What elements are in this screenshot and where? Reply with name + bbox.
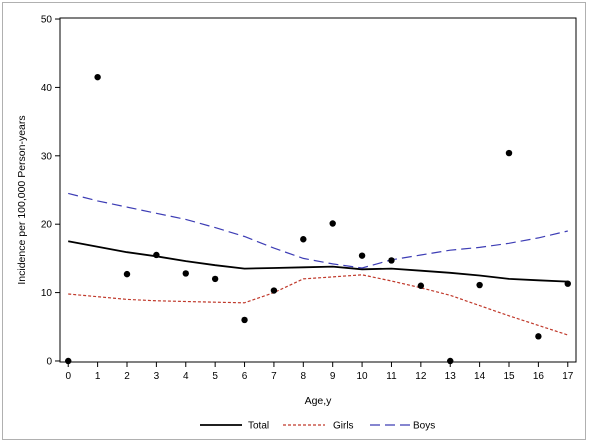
- plot-area-border: [59, 17, 577, 363]
- x-tick-label: 9: [330, 371, 336, 382]
- legend: Total Girls Boys: [200, 421, 435, 432]
- legend-label-girls: Girls: [333, 421, 354, 432]
- data-point: [476, 281, 483, 289]
- data-point: [505, 149, 513, 157]
- x-tick-label: 17: [562, 371, 574, 382]
- x-tick-label: 16: [533, 371, 545, 382]
- x-axis-title: Age,y: [305, 395, 333, 407]
- x-tick-label: 6: [242, 371, 248, 382]
- data-point: [123, 270, 131, 278]
- data-point: [65, 357, 72, 365]
- x-tick-label: 13: [445, 371, 457, 382]
- data-point: [182, 270, 189, 277]
- data-point: [535, 333, 542, 340]
- data-point: [417, 282, 425, 289]
- y-tick-label: 20: [41, 220, 53, 231]
- series-line-total: [68, 240, 568, 283]
- data-point: [329, 220, 336, 227]
- data-point: [211, 275, 219, 283]
- x-tick-label: 2: [124, 371, 130, 382]
- y-tick-label: 40: [41, 83, 53, 94]
- y-tick-label: 10: [41, 288, 53, 299]
- y-tick-label: 0: [46, 356, 52, 367]
- data-point: [447, 357, 454, 365]
- x-tick-label: 11: [386, 371, 397, 382]
- points-layer: [65, 73, 571, 365]
- data-point: [358, 252, 366, 259]
- x-tick-label: 15: [503, 371, 515, 382]
- data-point: [300, 236, 307, 243]
- x-tick-label: 7: [271, 371, 277, 382]
- x-tick-label: 1: [95, 371, 101, 382]
- y-tick-label: 50: [41, 15, 53, 26]
- data-point: [564, 280, 571, 287]
- x-tick-label: 3: [154, 371, 160, 382]
- series-layer: [68, 192, 568, 336]
- x-tick-label: 14: [474, 371, 486, 382]
- legend-label-boys: Boys: [413, 421, 435, 432]
- x-tick-label: 10: [357, 371, 369, 382]
- data-point: [241, 316, 248, 324]
- x-tick-label: 0: [65, 371, 71, 382]
- data-point: [94, 73, 101, 81]
- data-point: [153, 251, 160, 259]
- data-point: [388, 257, 395, 264]
- data-point: [270, 287, 278, 294]
- x-tick-label: 5: [212, 371, 218, 382]
- y-tick-label: 30: [41, 151, 53, 162]
- series-line-girls: [68, 274, 568, 336]
- x-tick-label: 12: [415, 371, 427, 382]
- x-tick-label: 8: [301, 371, 307, 382]
- series-line-boys: [68, 192, 568, 269]
- legend-label-total: Total: [248, 421, 269, 432]
- x-tick-label: 4: [183, 371, 189, 382]
- y-axis-title: Incidence per 100,000 Person-years: [16, 115, 28, 284]
